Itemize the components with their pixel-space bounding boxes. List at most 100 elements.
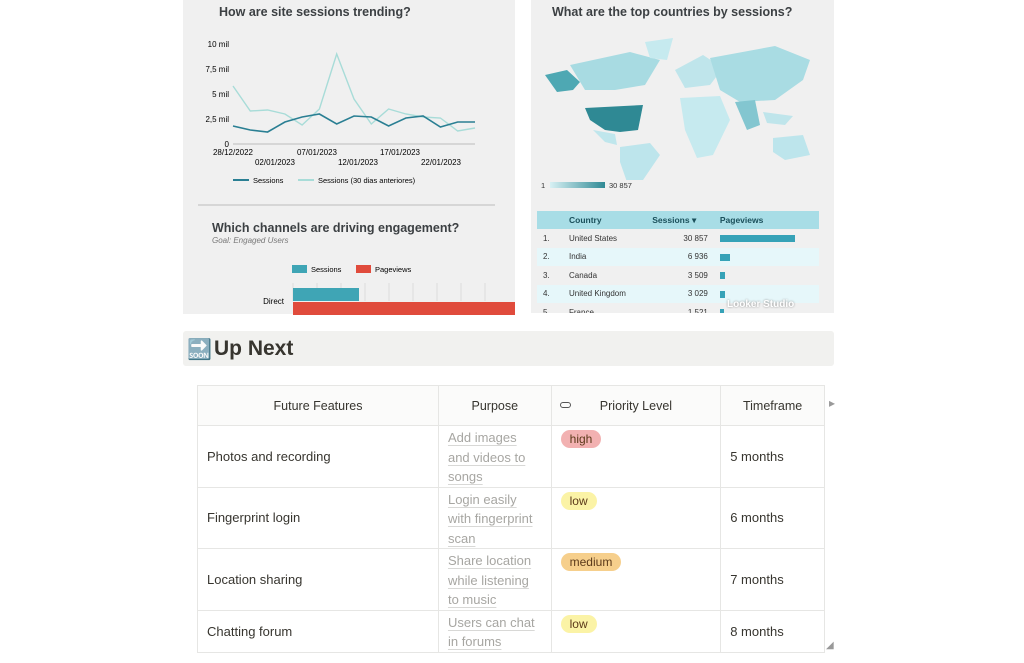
map-region-africa[interactable]: [680, 96, 730, 158]
cell-feature[interactable]: Location sharing: [197, 548, 439, 611]
column-header-timeframe[interactable]: Timeframe: [720, 385, 825, 426]
bar-pageviews-direct[interactable]: [293, 302, 515, 315]
map-region-australia[interactable]: [773, 135, 810, 160]
series-line-previous[interactable]: [232, 51, 476, 132]
map-region-india[interactable]: [735, 100, 760, 130]
map-chart-title: What are the top countries by sessions?: [552, 5, 793, 19]
map-region-europe[interactable]: [675, 55, 723, 88]
pageviews-bar: [719, 290, 725, 298]
bar-sessions-direct[interactable]: [293, 288, 359, 301]
section-heading-bar: 🔜 Up Next: [183, 331, 834, 366]
row-country: India: [563, 247, 647, 266]
table-row[interactable]: 4. United Kingdom 3 029: [537, 284, 819, 303]
row-sessions: 30 857: [683, 233, 708, 243]
legend-label-sessions: Sessions: [311, 265, 342, 274]
x-tick-label: 22/01/2023: [421, 158, 462, 167]
dashboard-left-panel: [183, 0, 515, 314]
row-rank: 2.: [537, 247, 563, 266]
world-map[interactable]: [535, 30, 815, 180]
y-tick-label: 10 mil: [208, 40, 230, 49]
legend-swatch-pageviews: [356, 265, 371, 273]
cell-priority[interactable]: low: [550, 486, 722, 549]
cell-feature[interactable]: Photos and recording: [197, 425, 439, 488]
column-header-future-features[interactable]: Future Features: [197, 385, 439, 426]
x-tick-label: 12/01/2023: [338, 158, 379, 167]
cell-purpose[interactable]: Share location while listening to music: [437, 548, 552, 611]
table-row[interactable]: 2. India 6 936: [537, 247, 819, 266]
table-row[interactable]: Fingerprint login Login easily with fing…: [197, 486, 825, 549]
priority-tag[interactable]: low: [560, 491, 597, 510]
row-country: Canada: [569, 270, 598, 280]
row-rank: 1.: [543, 233, 550, 243]
pageviews-bar: [719, 272, 725, 280]
cell-feature[interactable]: Chatting forum: [197, 609, 439, 653]
column-header-sessions[interactable]: Sessions ▾: [646, 211, 714, 229]
priority-tag[interactable]: medium: [560, 553, 622, 571]
map-region-canada[interactable]: [570, 52, 660, 90]
y-tick-label: 5 mil: [212, 90, 229, 99]
row-sessions: 6 936: [646, 247, 714, 266]
table-row[interactable]: 3. Canada 3 509: [537, 266, 819, 285]
pageviews-bar: [719, 309, 724, 317]
column-header-country[interactable]: Country: [563, 211, 647, 229]
row-sessions: 3 029: [646, 284, 714, 303]
x-tick-label: 02/01/2023: [255, 158, 296, 167]
legend-label-pageviews: Pageviews: [375, 265, 412, 274]
pageviews-bar: [719, 253, 730, 261]
row-sessions: 3 509: [687, 270, 708, 280]
row-country: United Kingdom: [563, 284, 647, 303]
column-header-pageviews[interactable]: Pageviews: [713, 211, 819, 229]
table-row[interactable]: Location sharing Share location while li…: [197, 548, 825, 611]
add-column-icon[interactable]: ▸: [829, 396, 836, 410]
cell-priority[interactable]: medium: [550, 548, 722, 611]
x-tick-label: 17/01/2023: [380, 148, 421, 157]
column-header-priority-level[interactable]: Priority Level: [550, 385, 722, 426]
cell-priority[interactable]: high: [550, 425, 722, 488]
row-rank: 5.: [537, 303, 563, 322]
row-rank: 3.: [543, 270, 550, 280]
looker-studio-watermark: Looker Studio: [727, 299, 795, 310]
priority-tag[interactable]: high: [560, 430, 602, 448]
table-row[interactable]: 5. France 1 521: [537, 303, 819, 322]
table-row[interactable]: Chatting forum Users can chat in forums …: [197, 609, 825, 653]
sessions-line-chart[interactable]: 10 mil 7,5 mil 5 mil 2,5 mil 0 28/12/202…: [183, 30, 515, 195]
map-region-alaska[interactable]: [545, 70, 580, 92]
resize-handle-icon[interactable]: ◢: [826, 640, 834, 651]
map-region-united-states[interactable]: [585, 105, 643, 132]
map-region-mexico[interactable]: [593, 130, 617, 145]
channels-chart-title: Which channels are driving engagement?: [212, 221, 460, 235]
channels-chart-subtitle: Goal: Engaged Users: [212, 236, 289, 245]
series-line-sessions[interactable]: [232, 113, 475, 133]
select-property-icon: [559, 402, 571, 408]
channels-bar-chart[interactable]: Sessions Pageviews Direct: [183, 255, 515, 315]
y-tick-label: 2,5 mil: [205, 115, 229, 124]
priority-tag[interactable]: low: [560, 614, 597, 633]
cell-feature[interactable]: Fingerprint login: [197, 486, 439, 549]
cell-purpose[interactable]: Add images and videos to songs: [437, 425, 552, 488]
cell-purpose[interactable]: Login easily with fingerprint scan: [437, 486, 552, 549]
map-color-scale: [550, 182, 605, 188]
cell-purpose[interactable]: Users can chat in forums: [437, 609, 552, 653]
row-country: France: [563, 303, 646, 322]
cell-timeframe[interactable]: 6 months: [720, 486, 825, 549]
future-features-table: Future Features Purpose Priority Level T…: [197, 385, 825, 653]
section-title: Up Next: [214, 337, 294, 360]
map-region-asia[interactable]: [710, 46, 810, 102]
countries-table: Country Sessions ▾ Pageviews 1. United S…: [537, 211, 819, 322]
x-tick-label: 07/01/2023: [297, 148, 338, 157]
soon-arrow-icon: 🔜: [187, 339, 212, 361]
map-region-greenland[interactable]: [645, 38, 673, 60]
bar-category-label: Direct: [263, 297, 285, 306]
map-region-southeast-asia[interactable]: [763, 112, 793, 125]
table-row[interactable]: Photos and recording Add images and vide…: [197, 425, 825, 488]
pageviews-bar: [719, 235, 795, 243]
table-row[interactable]: 1. United States 30 857: [537, 229, 819, 248]
cell-timeframe[interactable]: 5 months: [720, 425, 825, 488]
y-tick-label: 7,5 mil: [205, 65, 229, 74]
map-region-south-america[interactable]: [620, 143, 660, 180]
cell-timeframe[interactable]: 7 months: [720, 548, 825, 611]
cell-timeframe[interactable]: 8 months: [720, 609, 825, 653]
table-clip: [531, 313, 834, 333]
column-header-purpose[interactable]: Purpose: [437, 385, 552, 426]
cell-priority[interactable]: low: [550, 609, 722, 653]
